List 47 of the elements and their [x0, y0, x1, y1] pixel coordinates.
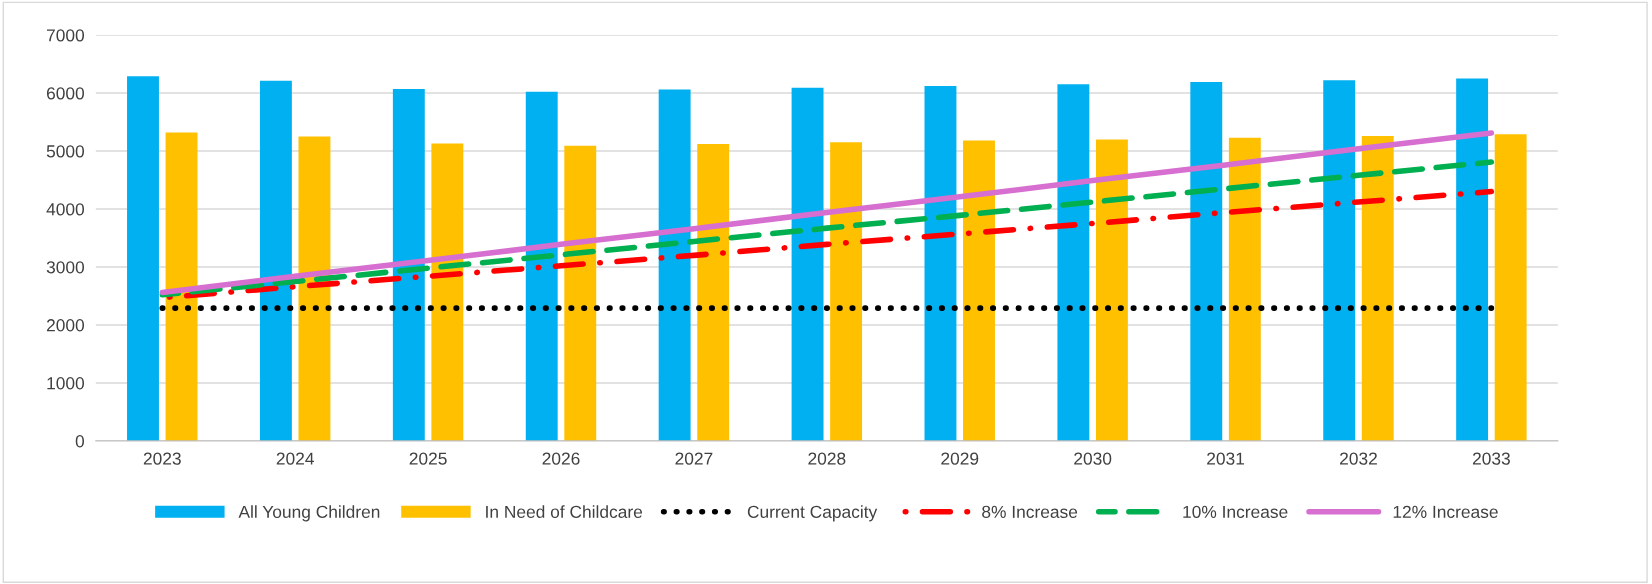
- y-tick-label: 5000: [46, 145, 85, 158]
- bar: [1190, 82, 1223, 441]
- bar: [963, 140, 995, 441]
- legend-label: 12% Increase: [1393, 505, 1498, 518]
- y-tick-label: 7000: [46, 29, 85, 42]
- x-tick-label: 2029: [941, 452, 979, 465]
- legend-label: All Young Children: [238, 505, 380, 522]
- legend-label: 8% Increase: [982, 505, 1078, 518]
- legend-label: 10% Increase: [1183, 505, 1288, 518]
- bar: [1494, 134, 1527, 441]
- x-tick-label: 2028: [808, 452, 846, 465]
- bar: [658, 89, 691, 441]
- y-tick-label: 6000: [46, 87, 85, 100]
- bar: [127, 76, 159, 441]
- bar: [1361, 135, 1394, 441]
- bar: [564, 145, 597, 441]
- bar: [431, 143, 464, 441]
- bar: [697, 144, 730, 441]
- bar: [1456, 78, 1489, 441]
- y-tick-label: 0: [75, 435, 85, 448]
- legend-label: In Need of Childcare: [486, 505, 643, 518]
- bar: [298, 136, 331, 441]
- bar: [791, 87, 824, 441]
- x-tick-label: 2032: [1340, 452, 1377, 465]
- bar: [924, 86, 957, 441]
- x-tick-label: 2023: [143, 452, 181, 465]
- x-tick-label: 2024: [276, 452, 314, 465]
- bar: [1228, 137, 1261, 441]
- x-tick-label: 2031: [1207, 452, 1245, 465]
- legend-label: Current Capacity: [747, 505, 878, 522]
- y-tick-label: 1000: [47, 377, 85, 390]
- bar: [1095, 139, 1128, 441]
- bar: [259, 80, 292, 441]
- bar: [525, 91, 558, 441]
- bar: [165, 132, 198, 441]
- bar: [830, 142, 863, 441]
- bar: [1323, 80, 1356, 441]
- bar: [392, 88, 425, 441]
- x-tick-label: 2033: [1472, 452, 1510, 465]
- x-tick-label: 2027: [675, 452, 713, 465]
- y-tick-label: 4000: [46, 203, 85, 216]
- x-tick-label: 2026: [542, 452, 580, 465]
- y-tick-label: 3000: [46, 261, 85, 274]
- x-tick-label: 2025: [409, 452, 447, 465]
- bar: [1057, 84, 1090, 441]
- x-tick-label: 2030: [1074, 452, 1112, 465]
- y-tick-label: 2000: [46, 319, 85, 332]
